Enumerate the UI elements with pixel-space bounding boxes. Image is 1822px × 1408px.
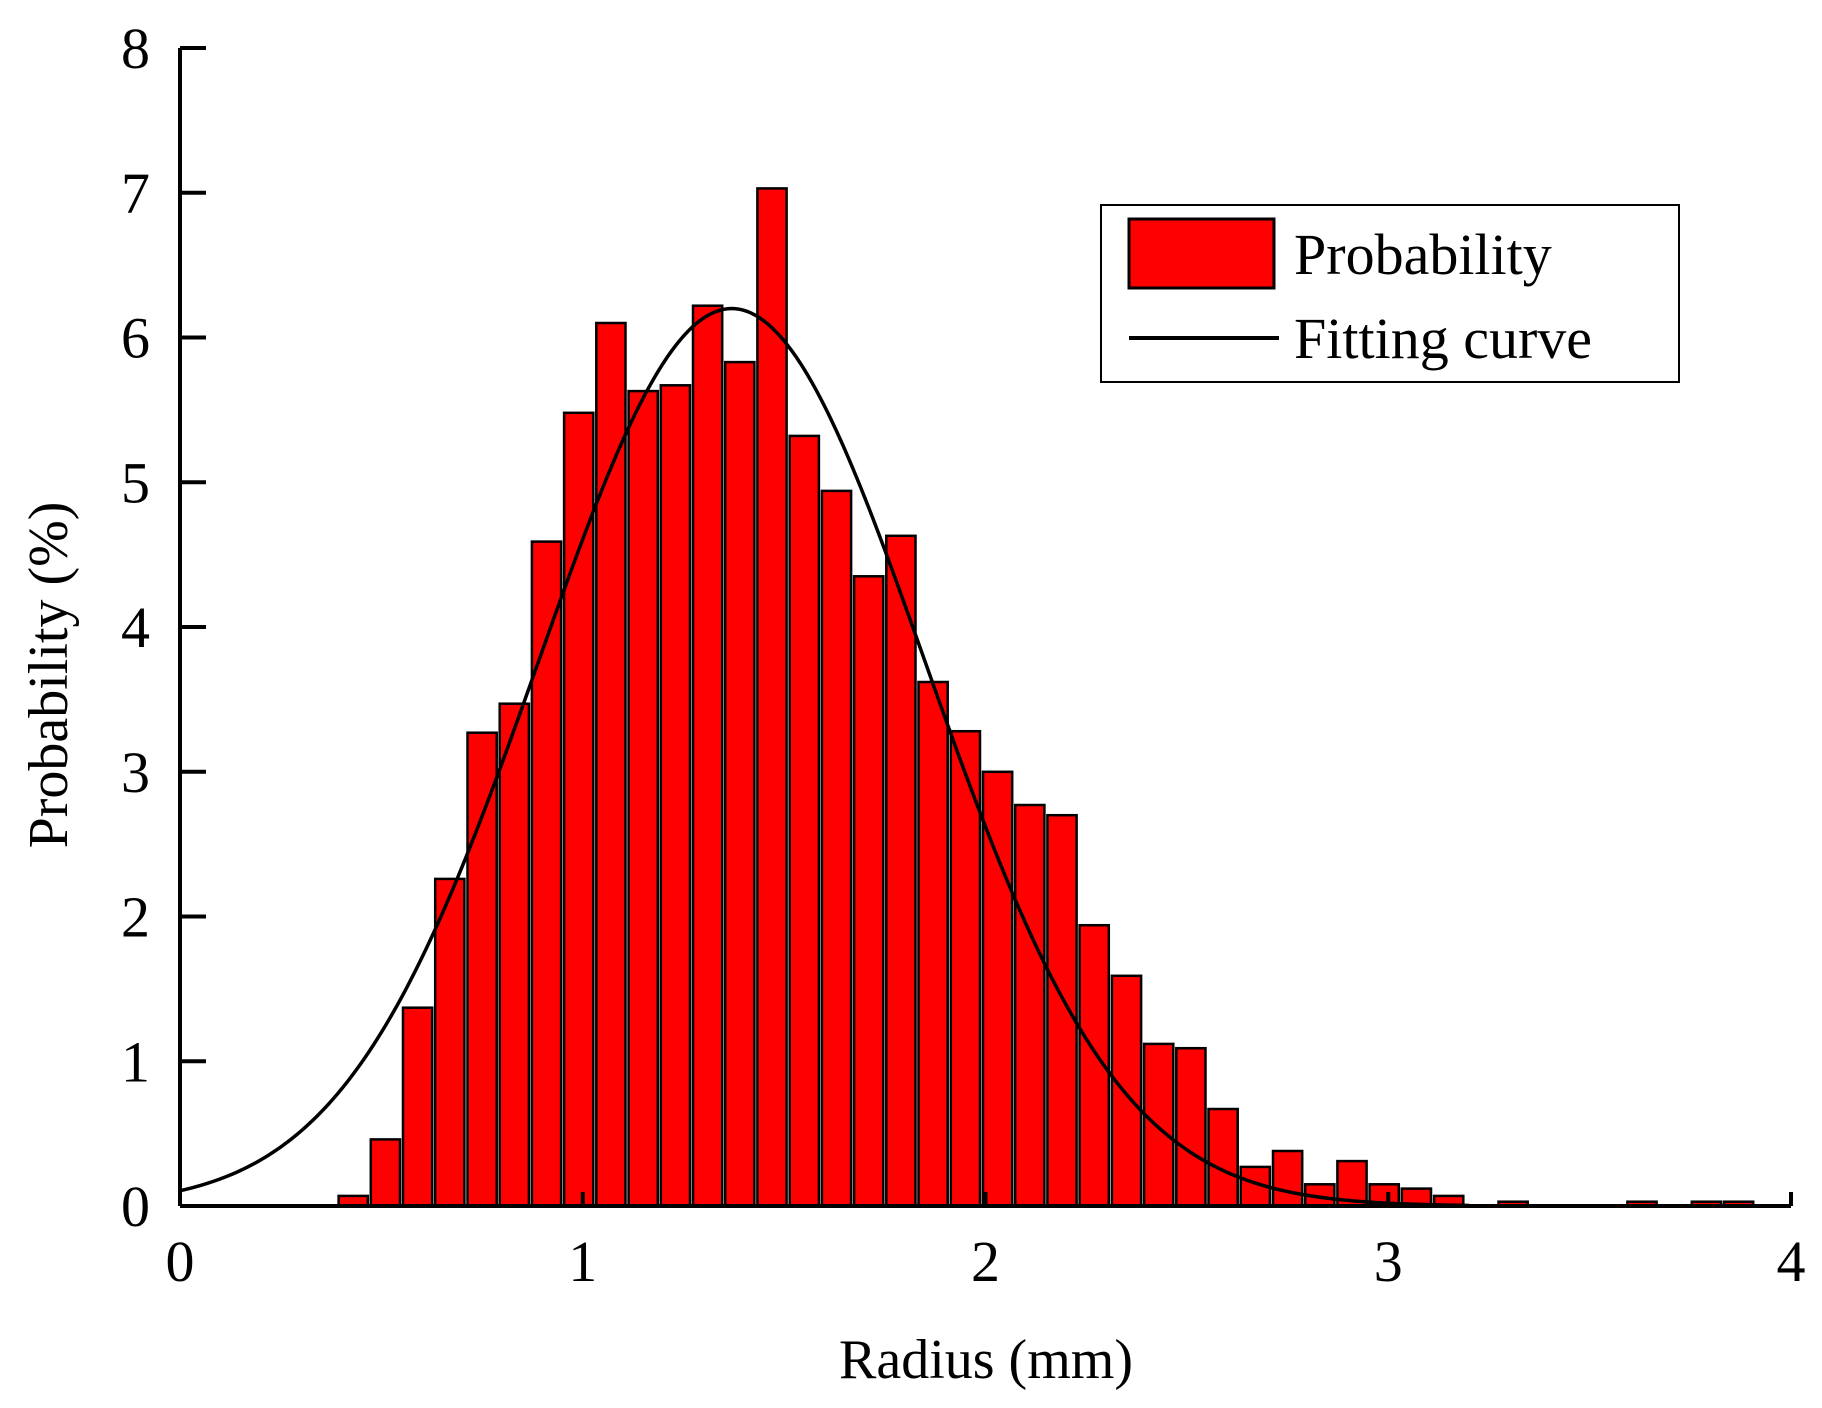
histogram-bar: [1207, 1107, 1239, 1208]
histogram-bar: [401, 1006, 434, 1208]
bars-layer: [337, 187, 1755, 1208]
histogram-bar: [949, 729, 982, 1208]
legend-label-probability: Probability: [1294, 222, 1552, 287]
histogram-bar: [1013, 803, 1046, 1208]
x-tick-label: 1: [568, 1229, 597, 1294]
y-tick-label: 6: [121, 306, 150, 371]
histogram-bar: [369, 1138, 402, 1208]
histogram-bar: [1175, 1046, 1207, 1208]
fitting-curve-line: [179, 306, 1469, 1208]
y-tick-label: 1: [121, 1029, 150, 1094]
curve-layer: [179, 306, 1469, 1208]
histogram-bar: [433, 877, 466, 1208]
y-tick-label: 7: [121, 161, 150, 226]
histogram-bar: [917, 680, 949, 1208]
histogram-bar: [1046, 813, 1078, 1208]
histogram-bar: [756, 187, 788, 1208]
ticks-layer: 0 1 2 3 4 0 1 2 3 4 5 6 7 8: [121, 16, 1806, 1294]
histogram-bar: [498, 702, 531, 1208]
histogram-bar: [1078, 923, 1111, 1208]
legend-label-fitting-curve: Fitting curve: [1294, 306, 1592, 371]
histogram-bar: [1110, 974, 1143, 1208]
x-tick-label: 2: [971, 1229, 1000, 1294]
legend: Probability Fitting curve: [1100, 204, 1680, 383]
histogram-bar: [466, 731, 498, 1208]
x-tick-label: 3: [1374, 1229, 1403, 1294]
y-tick-label: 5: [121, 450, 150, 515]
histogram-bar: [562, 411, 595, 1208]
y-tick-label: 4: [121, 595, 150, 660]
histogram-bar: [627, 389, 660, 1208]
y-tick-label: 0: [121, 1174, 150, 1239]
histogram-bar: [595, 321, 627, 1208]
histogram-bar: [691, 304, 724, 1208]
histogram-bar: [1142, 1042, 1175, 1208]
y-axis-title: Probability (%): [18, 502, 80, 849]
histogram-bar: [1271, 1149, 1304, 1208]
y-tick-label: 3: [121, 740, 150, 805]
histogram-bar: [723, 360, 756, 1208]
x-tick-label: 4: [1777, 1229, 1806, 1294]
histogram-bar: [788, 434, 821, 1208]
histogram-bar: [852, 575, 885, 1208]
histogram-bar: [820, 489, 853, 1208]
x-axis-title: Radius (mm): [839, 1329, 1133, 1391]
histogram-bar: [981, 770, 1014, 1208]
legend-swatch-probability: [1127, 217, 1276, 290]
y-tick-label: 8: [121, 16, 150, 81]
histogram-bar: [885, 534, 917, 1208]
histogram-bar: [659, 384, 692, 1208]
y-tick-label: 2: [121, 885, 150, 950]
x-tick-label: 0: [166, 1229, 195, 1294]
histogram-bar: [530, 540, 563, 1208]
